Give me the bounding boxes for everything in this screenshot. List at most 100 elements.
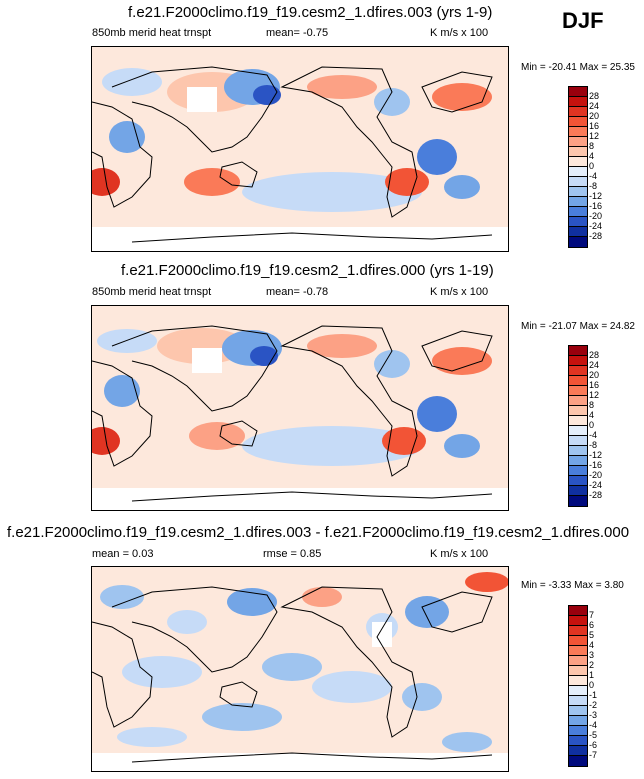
colorbar-box bbox=[569, 616, 587, 626]
colorbar bbox=[568, 605, 588, 767]
colorbar-labels: 7 6 5 4 3 2 1 0 -1 -2 -3 -4 -5 -6 -7 bbox=[589, 605, 619, 765]
minmax-label: Min = -3.33 Max = 3.80 bbox=[521, 580, 624, 591]
coastlines bbox=[92, 325, 493, 502]
panel-rmse-label: rmse = 0.85 bbox=[263, 548, 322, 560]
colorbar-tick-label: -6 bbox=[589, 740, 598, 750]
colorbar-tick-label: 20 bbox=[589, 111, 600, 121]
colorbar-tick-label: 20 bbox=[589, 370, 600, 380]
colorbar-box bbox=[569, 456, 587, 466]
colorbar-tick-label: 0 bbox=[589, 680, 595, 690]
colorbar-tick-label: 8 bbox=[589, 141, 595, 151]
colorbar-box bbox=[569, 466, 587, 476]
colorbar-tick-label: 2 bbox=[589, 660, 595, 670]
colorbar-tick-label: 28 bbox=[589, 350, 600, 360]
colorbar-box bbox=[569, 476, 587, 486]
colorbar-box bbox=[569, 406, 587, 416]
field-anomalies bbox=[92, 328, 508, 510]
colorbar-box bbox=[569, 676, 587, 686]
colorbar-tick-label: 28 bbox=[589, 91, 600, 101]
colorbar-tick-label: 4 bbox=[589, 640, 595, 650]
colorbar-tick-label: -24 bbox=[589, 221, 603, 231]
colorbar-box bbox=[569, 436, 587, 446]
colorbar-box bbox=[569, 346, 587, 356]
colorbar-box bbox=[569, 127, 587, 137]
colorbar-tick-label: 4 bbox=[589, 410, 595, 420]
minmax-label: Min = -21.07 Max = 24.82 bbox=[521, 321, 635, 332]
colorbar-box bbox=[569, 197, 587, 207]
colorbar-tick-label: -28 bbox=[589, 490, 603, 500]
colorbar-box bbox=[569, 686, 587, 696]
colorbar-tick-label: 8 bbox=[589, 400, 595, 410]
panel-title: f.e21.F2000climo.f19_f19.cesm2_1.dfires.… bbox=[128, 4, 493, 21]
colorbar-box bbox=[569, 646, 587, 656]
season-label: DJF bbox=[562, 8, 604, 33]
colorbar-tick-label: 24 bbox=[589, 360, 600, 370]
panel-title: f.e21.F2000climo.f19_f19.cesm2_1.dfires.… bbox=[7, 524, 630, 541]
colorbar-box bbox=[569, 656, 587, 666]
colorbar-box bbox=[569, 396, 587, 406]
panel-mean-label: mean= -0.75 bbox=[266, 27, 329, 39]
colorbar-tick-label: -4 bbox=[589, 171, 598, 181]
colorbar-tick-label: -1 bbox=[589, 690, 598, 700]
colorbar-box bbox=[569, 137, 587, 147]
colorbar-box bbox=[569, 606, 587, 616]
colorbar-box bbox=[569, 227, 587, 237]
colorbar-tick-label: 0 bbox=[589, 420, 595, 430]
colorbar-tick-label: -8 bbox=[589, 181, 598, 191]
colorbar-tick-label: -4 bbox=[589, 430, 598, 440]
contour-map bbox=[91, 46, 509, 252]
panel-units-label: K m/s x 100 bbox=[430, 548, 489, 560]
colorbar-tick-label: 0 bbox=[589, 161, 595, 171]
colorbar bbox=[568, 345, 588, 507]
colorbar-box bbox=[569, 366, 587, 376]
colorbar-tick-label: 7 bbox=[589, 610, 595, 620]
colorbar-tick-label: 5 bbox=[589, 630, 595, 640]
colorbar-tick-label: 16 bbox=[589, 121, 600, 131]
colorbar-box bbox=[569, 416, 587, 426]
colorbar-tick-label: -5 bbox=[589, 730, 598, 740]
colorbar-tick-label: -12 bbox=[589, 450, 603, 460]
panel-title: f.e21.F2000climo.f19_f19.cesm2_1.dfires.… bbox=[121, 262, 494, 279]
colorbar-box bbox=[569, 97, 587, 107]
colorbar-tick-label: 4 bbox=[589, 151, 595, 161]
colorbar-box bbox=[569, 207, 587, 217]
panel-units-label: K m/s x 100 bbox=[430, 286, 489, 298]
panel-left-label: 850mb merid heat trnspt bbox=[92, 286, 212, 298]
colorbar-box bbox=[569, 167, 587, 177]
colorbar-labels: 28 24 20 16 12 8 4 0 -4 -8 -12 -16 -20 -24 -28 bbox=[589, 86, 619, 246]
colorbar-tick-label: 12 bbox=[589, 131, 600, 141]
colorbar-tick-label: 6 bbox=[589, 620, 595, 630]
panel-units-label: K m/s x 100 bbox=[430, 27, 489, 39]
colorbar-box bbox=[569, 117, 587, 127]
colorbar-box bbox=[569, 626, 587, 636]
colorbar-tick-label: -16 bbox=[589, 460, 603, 470]
colorbar-tick-label: -16 bbox=[589, 201, 603, 211]
colorbar-labels: 28 24 20 16 12 8 4 0 -4 -8 -12 -16 -20 -24 -28 bbox=[589, 345, 619, 505]
colorbar-box bbox=[569, 486, 587, 496]
colorbar-tick-label: 3 bbox=[589, 650, 595, 660]
colorbar-box bbox=[569, 356, 587, 366]
panel-mean-label: mean = 0.03 bbox=[92, 548, 154, 560]
colorbar-tick-label: -12 bbox=[589, 191, 603, 201]
colorbar-box bbox=[569, 237, 587, 247]
colorbar-tick-label: -2 bbox=[589, 700, 598, 710]
colorbar-box bbox=[569, 716, 587, 726]
colorbar-box bbox=[569, 426, 587, 436]
colorbar-box bbox=[569, 87, 587, 97]
colorbar bbox=[568, 86, 588, 248]
colorbar-tick-label: -7 bbox=[589, 750, 598, 760]
colorbar-tick-label: -24 bbox=[589, 480, 603, 490]
field-anomalies bbox=[92, 68, 508, 251]
colorbar-box bbox=[569, 666, 587, 676]
colorbar-box bbox=[569, 636, 587, 646]
colorbar-box bbox=[569, 107, 587, 117]
colorbar-tick-label: -3 bbox=[589, 710, 598, 720]
colorbar-tick-label: -20 bbox=[589, 470, 603, 480]
colorbar-box bbox=[569, 756, 587, 766]
colorbar-box bbox=[569, 217, 587, 227]
colorbar-box bbox=[569, 496, 587, 506]
colorbar-box bbox=[569, 736, 587, 746]
contour-map bbox=[91, 305, 509, 511]
colorbar-box bbox=[569, 187, 587, 197]
coastlines bbox=[92, 586, 493, 763]
